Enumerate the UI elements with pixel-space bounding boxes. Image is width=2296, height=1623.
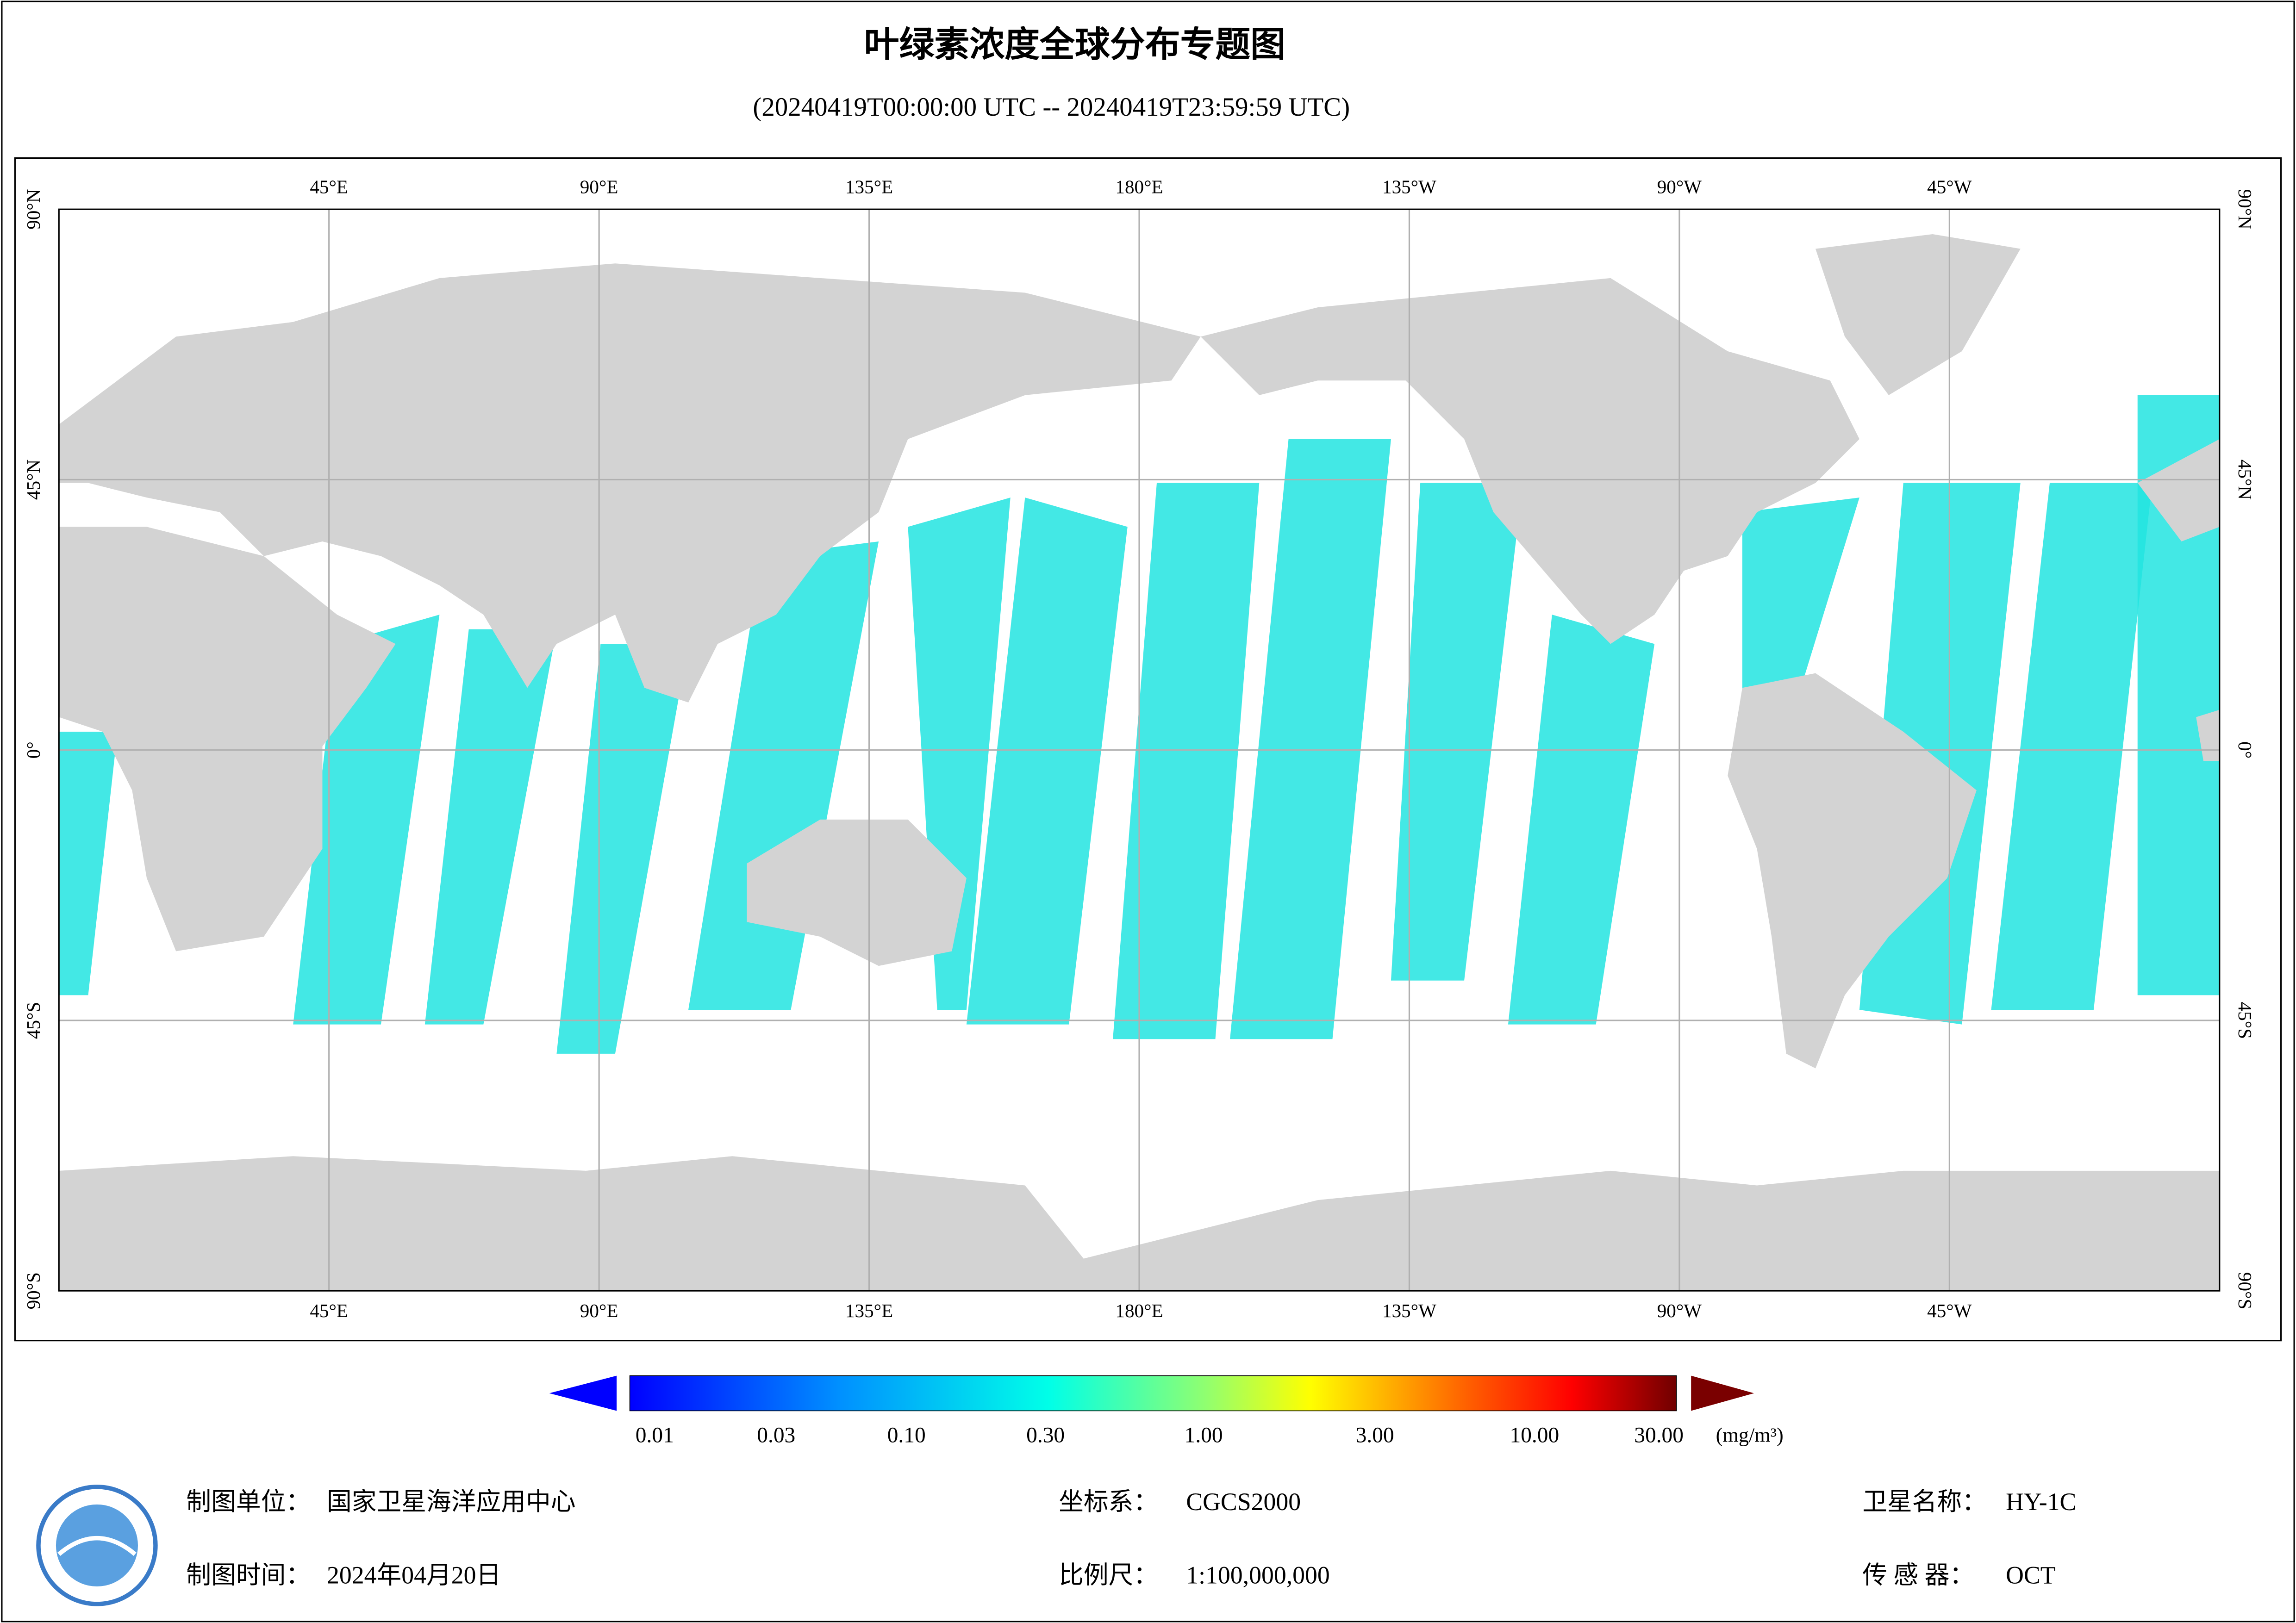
- lat-label-right: 90°N: [2234, 189, 2256, 230]
- footer-label: 制图时间：: [186, 1561, 311, 1589]
- footer-value: HY-1C: [2006, 1488, 2076, 1516]
- lat-label-left: 0°: [23, 741, 44, 759]
- footer-label: 传 感 器：: [1862, 1561, 1974, 1589]
- footer-value: 2024年04月20日: [327, 1561, 501, 1589]
- colorbar-tick-label: 0.30: [1026, 1423, 1065, 1447]
- colorbar-tick-label: 0.01: [636, 1423, 674, 1447]
- colorbar-high-arrow: [1691, 1375, 1754, 1411]
- footer-value: CGCS2000: [1186, 1488, 1301, 1516]
- map-border: [58, 208, 2221, 1292]
- lon-label-bottom: 180°E: [1115, 1300, 1163, 1321]
- colorbar-low-arrow: [549, 1375, 617, 1411]
- footer-label: 卫星名称：: [1862, 1488, 1987, 1516]
- lon-label-bottom: 135°W: [1382, 1300, 1436, 1321]
- logo: [36, 1485, 158, 1606]
- lon-label-top: 135°E: [845, 176, 893, 197]
- lon-label-top: 45°E: [310, 176, 348, 197]
- map: [59, 209, 2220, 1291]
- lat-label-left: 45°N: [23, 460, 44, 500]
- lat-label-right: 45°S: [2234, 1002, 2256, 1039]
- footer-value: OCT: [2006, 1561, 2056, 1589]
- subtitle: (20240419T00:00:00 UTC -- 20240419T23:59…: [753, 93, 1350, 122]
- footer-value: 国家卫星海洋应用中心: [327, 1488, 576, 1516]
- graticule: [59, 209, 2220, 1291]
- lat-label-left: 45°S: [23, 1002, 44, 1039]
- title: 叶绿素浓度全球分布专题图: [864, 25, 1286, 64]
- lon-label-bottom: 90°W: [1657, 1300, 1702, 1321]
- colorbar-tick-label: 0.10: [887, 1423, 926, 1447]
- lon-label-bottom: 45°E: [310, 1300, 348, 1321]
- footer-value: 1:100,000,000: [1186, 1561, 1330, 1589]
- lon-label-bottom: 135°E: [845, 1300, 893, 1321]
- colorbar: [629, 1375, 1677, 1412]
- footer-label: 坐标系：: [1059, 1488, 1158, 1516]
- colorbar-tick-label: 3.00: [1356, 1423, 1394, 1447]
- colorbar-unit: (mg/m³): [1716, 1424, 1784, 1447]
- colorbar-tick-label: 1.00: [1185, 1423, 1223, 1447]
- lon-label-bottom: 90°E: [580, 1300, 618, 1321]
- lon-label-top: 180°E: [1115, 176, 1163, 197]
- lat-label-right: 90°S: [2234, 1272, 2256, 1309]
- lat-label-right: 0°: [2234, 741, 2256, 759]
- lat-label-right: 45°N: [2234, 460, 2256, 500]
- lon-label-top: 90°W: [1657, 176, 1702, 197]
- colorbar-tick-label: 10.00: [1510, 1423, 1559, 1447]
- lon-label-top: 45°W: [1927, 176, 1972, 197]
- lat-label-left: 90°N: [23, 189, 44, 230]
- footer-label: 比例尺：: [1059, 1561, 1158, 1589]
- map-frame: [14, 157, 2282, 1342]
- lon-label-bottom: 45°W: [1927, 1300, 1972, 1321]
- lon-label-top: 135°W: [1382, 176, 1436, 197]
- lat-label-left: 90°S: [23, 1272, 44, 1309]
- colorbar-tick-label: 0.03: [757, 1423, 795, 1447]
- lon-label-top: 90°E: [580, 176, 618, 197]
- colorbar-tick-label: 30.00: [1634, 1423, 1684, 1447]
- footer-label: 制图单位：: [186, 1488, 311, 1516]
